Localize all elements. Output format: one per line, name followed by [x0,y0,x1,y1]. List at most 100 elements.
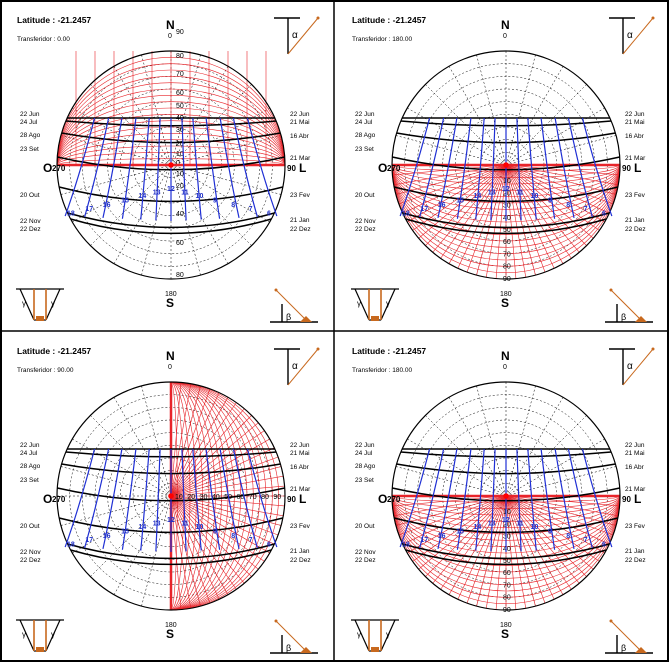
date-label-left: 24 Jul [20,119,38,126]
icon-line [275,289,307,321]
north-label: N [166,18,175,32]
icon-line [275,620,307,652]
alpha-label: α [627,30,633,41]
transferidor-label: Transferidor : 180.00 [352,367,412,374]
date-label-right: 22 Jun [625,111,645,118]
date-label-right: 21 Mar [625,155,646,162]
protractor-scale-label: 80 [261,494,269,501]
gamma-label-left: γ [357,630,361,639]
red-radial-line [171,385,201,497]
hour-line [232,448,258,549]
date-label-left: 28 Ago [20,132,41,139]
red-radial-line [505,496,610,545]
protractor-scale-label: 80 [503,264,511,271]
date-label-left: 22 Nov [355,549,376,556]
icon-fill [371,316,379,321]
azimuth-ray [476,54,507,166]
latitude-label: Latitude : -21.2457 [352,15,426,25]
horizon-circle [56,50,286,280]
alpha-label: α [627,361,633,372]
hour-line [540,117,556,219]
date-label-right: 22 Dez [625,226,646,233]
hour-label: 10 [196,193,204,200]
icon-dot [609,288,613,292]
date-arc [402,212,610,229]
latitude-label: Latitude : -21.2457 [17,346,91,356]
hour-label: 15 [121,528,129,535]
protractor-scale-label: 10 [175,494,183,501]
hour-line [102,117,123,218]
east-label: L [634,161,641,175]
protractor-scale-label: 40 [503,215,511,222]
date-label-right: 23 Fev [290,192,311,199]
protractor-scale-label: 20 [503,190,511,197]
azimuth-ray [407,107,507,166]
red-radial-line [505,165,580,253]
protractor-scale-label: 30 [503,534,511,541]
hour-label: 7 [584,206,588,213]
hour-label: 6 [267,211,271,218]
date-arc [405,549,607,566]
date-label-left: 24 Jul [355,450,373,457]
hour-line [121,448,137,550]
hour-label: 16 [438,533,446,540]
icon-line [19,288,35,321]
red-radial-line [505,165,614,205]
date-label-left: 20 Out [355,192,375,199]
date-label-left: 20 Out [20,523,40,530]
west-label: O [378,492,387,506]
hour-lines [399,448,613,552]
protractor-scale-label: 30 [503,203,511,210]
south-label: S [166,627,174,641]
date-arc [70,549,272,566]
alpha-angle-icon: α [274,347,320,386]
hour-label: 8 [566,533,570,540]
hour-line [140,117,150,220]
protractor-scale-label: 60 [503,239,511,246]
red-radial-line [171,382,182,497]
hour-line [219,117,240,218]
azimuth-ray [448,66,507,166]
protractor-scale-label: 80 [176,272,184,279]
red-radial-line [466,496,507,604]
azimuth-ray [113,495,172,595]
hour-line [102,448,123,549]
azimuth-ray [113,164,172,264]
hour-label: 14 [473,524,481,531]
east-degree-label: 90 [622,164,631,173]
red-radial-line [432,165,507,253]
icon-line [45,619,61,652]
date-label-left: 22 Nov [20,549,41,556]
protractor-scale-label: 50 [176,103,184,110]
sun-chart-panel-4: Latitude : -21.2457 Transferidor : 180.00… [351,346,655,654]
transferidor-label: Transferidor : 90.00 [17,367,74,374]
red-radial-line [505,496,614,536]
icon-dot [274,619,278,623]
red-radial-line [505,165,546,273]
beta-angle-icon: β [270,619,318,654]
gamma-label-right: γ [51,299,55,308]
north-degree-label: 0 [503,364,507,371]
red-radial-line [505,496,620,507]
red-radial-line [505,496,605,554]
azimuth-ray [72,495,172,554]
gamma-label-left: γ [22,630,26,639]
date-label-left: 28 Ago [355,132,376,139]
west-degree-label: 270 [387,495,401,504]
azimuth-ray [505,54,536,166]
west-degree-label: 270 [387,164,401,173]
red-radial-line [495,165,507,279]
icon-dot [609,619,613,623]
red-radial-line [432,496,507,584]
icon-line [622,17,654,55]
icon-line [380,288,396,321]
hour-label: 12 [167,517,175,524]
east-label: L [299,492,306,506]
hour-line [246,117,278,217]
date-label-right: 23 Fev [290,523,311,530]
red-radial-line [466,165,507,273]
red-radial-line [505,496,555,600]
latitude-label: Latitude : -21.2457 [17,15,91,25]
icon-fill [300,647,312,653]
